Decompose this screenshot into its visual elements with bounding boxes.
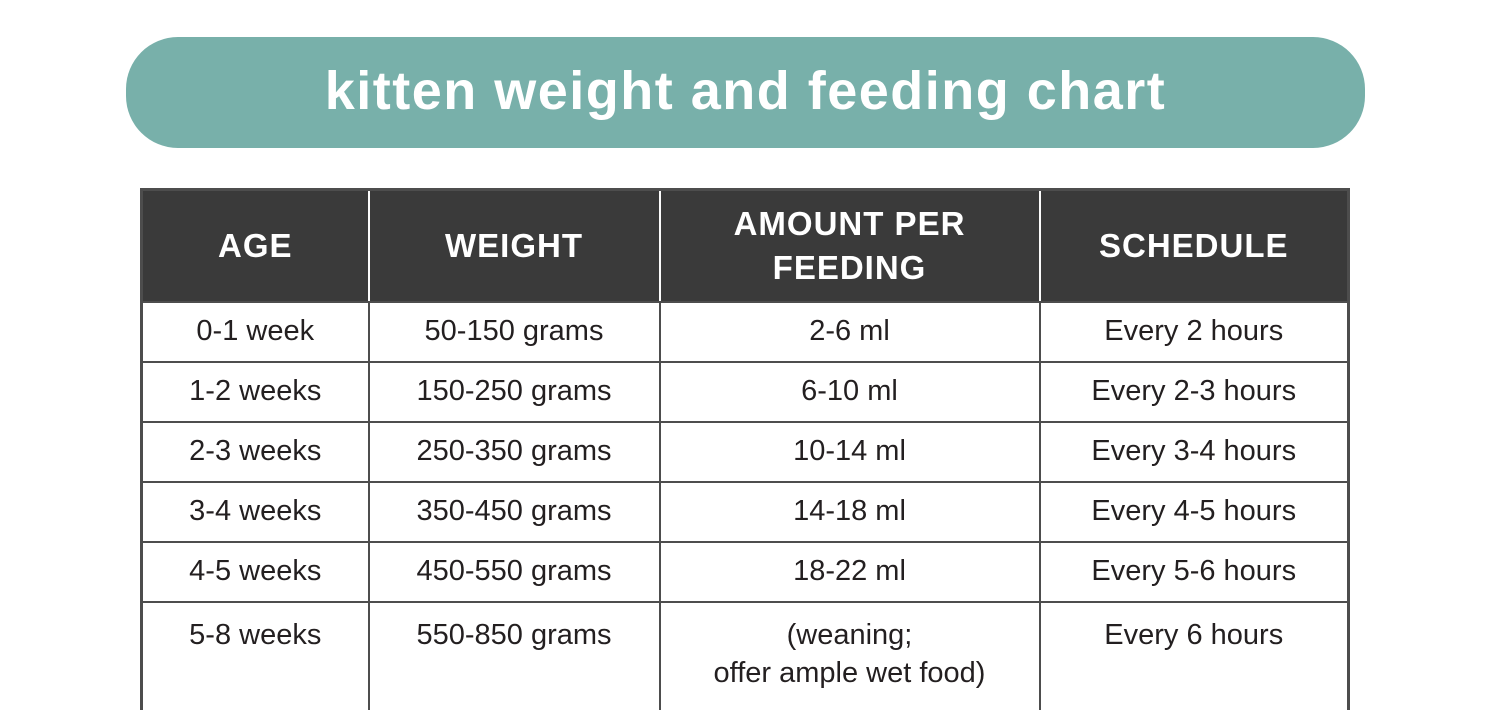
- table-row: 0-1 week 50-150 grams 2-6 ml Every 2 hou…: [140, 301, 1350, 363]
- age-cell: 4-5 weeks: [140, 541, 370, 603]
- schedule-cell: Every 4-5 hours: [1038, 481, 1350, 543]
- weight-cell: 150-250 grams: [367, 361, 661, 423]
- feeding-chart-table: AGE WEIGHT AMOUNT PER FEEDING SCHEDULE 0…: [140, 188, 1350, 710]
- table-row: 5-8 weeks 550-850 grams (weaning; offer …: [140, 601, 1350, 710]
- schedule-cell: Every 3-4 hours: [1038, 421, 1350, 483]
- age-cell: 5-8 weeks: [140, 601, 370, 710]
- schedule-cell: Every 6 hours: [1038, 601, 1350, 710]
- amount-cell: 18-22 ml: [658, 541, 1041, 603]
- title-banner: kitten weight and feeding chart: [126, 37, 1365, 148]
- column-header-amount: AMOUNT PER FEEDING: [658, 189, 1040, 303]
- weight-cell: 350-450 grams: [367, 481, 661, 543]
- age-cell: 2-3 weeks: [140, 421, 370, 483]
- column-header-weight: WEIGHT: [367, 189, 660, 303]
- age-cell: 3-4 weeks: [140, 481, 370, 543]
- schedule-cell: Every 2 hours: [1038, 301, 1350, 363]
- column-header-age: AGE: [141, 189, 369, 303]
- header-row: AGE WEIGHT AMOUNT PER FEEDING SCHEDULE: [141, 189, 1349, 303]
- amount-cell: (weaning; offer ample wet food): [658, 601, 1041, 710]
- schedule-cell: Every 2-3 hours: [1038, 361, 1350, 423]
- page-title: kitten weight and feeding chart: [324, 60, 1167, 121]
- table-row: 4-5 weeks 450-550 grams 18-22 ml Every 5…: [140, 541, 1350, 603]
- column-header-schedule: SCHEDULE: [1038, 189, 1349, 303]
- amount-cell: 6-10 ml: [658, 361, 1041, 423]
- table-row: 2-3 weeks 250-350 grams 10-14 ml Every 3…: [140, 421, 1350, 483]
- table-row: 3-4 weeks 350-450 grams 14-18 ml Every 4…: [140, 481, 1350, 543]
- weight-cell: 450-550 grams: [367, 541, 661, 603]
- amount-cell: 10-14 ml: [658, 421, 1041, 483]
- weight-cell: 50-150 grams: [367, 301, 661, 363]
- weight-cell: 250-350 grams: [367, 421, 661, 483]
- table-row: 1-2 weeks 150-250 grams 6-10 ml Every 2-…: [140, 361, 1350, 423]
- age-cell: 1-2 weeks: [140, 361, 370, 423]
- schedule-cell: Every 5-6 hours: [1038, 541, 1350, 603]
- amount-cell: 2-6 ml: [658, 301, 1041, 363]
- age-cell: 0-1 week: [140, 301, 370, 363]
- weight-cell: 550-850 grams: [367, 601, 661, 710]
- amount-cell: 14-18 ml: [658, 481, 1041, 543]
